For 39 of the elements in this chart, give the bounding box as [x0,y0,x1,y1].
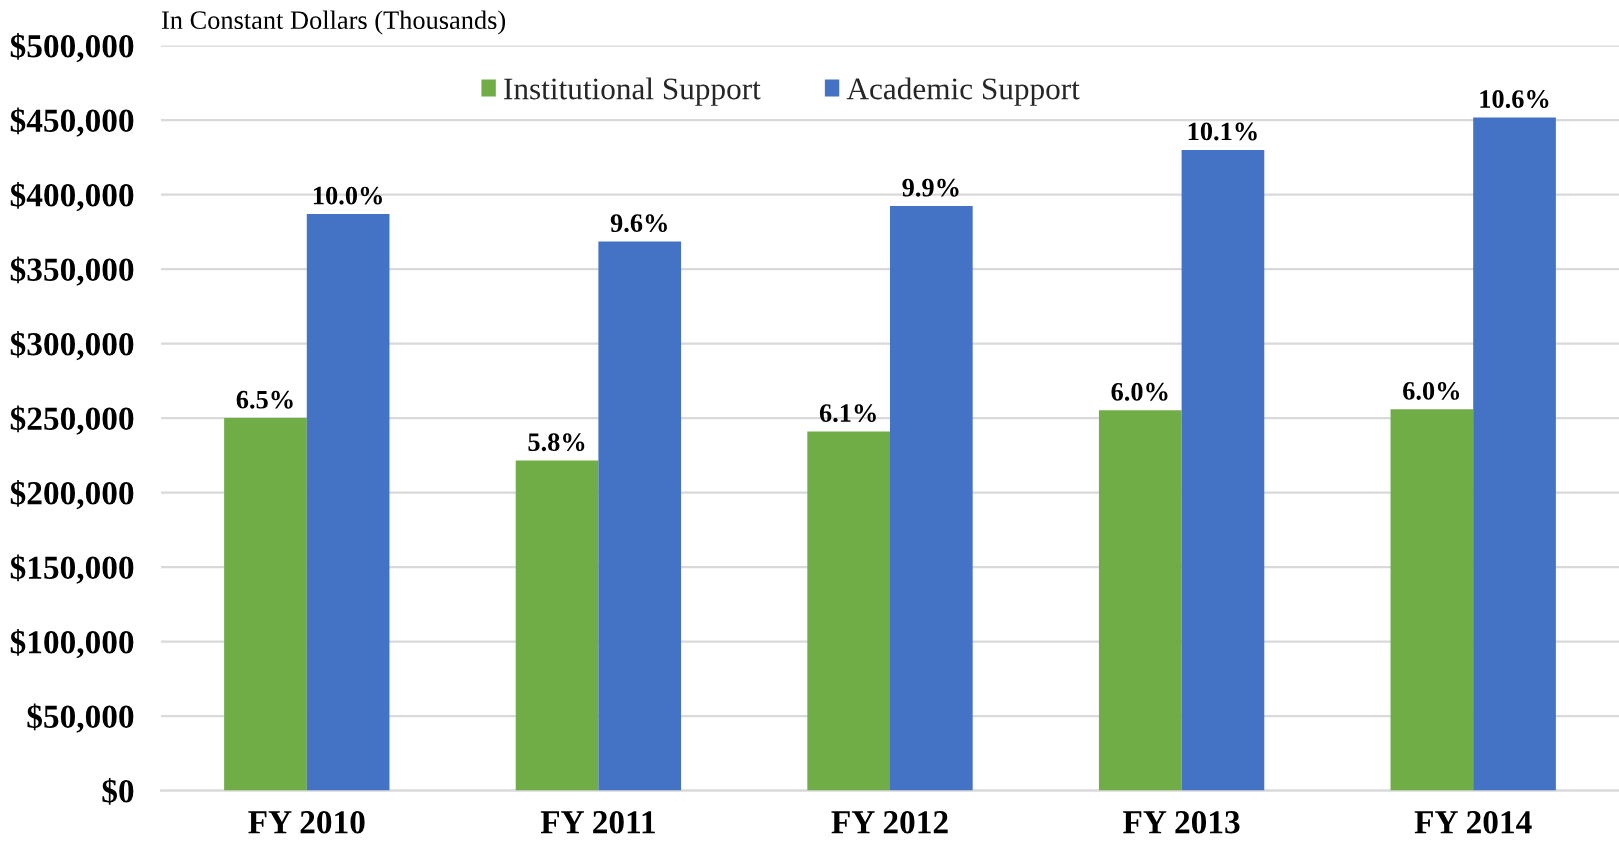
annotation: 10.1% [1188,122,1257,141]
bar [515,460,599,791]
y-tick-label: $400,000 [10,182,134,212]
y-tick-label: $500,000 [10,33,134,63]
y-tick-label: $0 [102,778,134,805]
bar [890,206,973,791]
annotation: 10.6% [1480,90,1549,109]
y-tick-label: $100,000 [10,629,134,659]
annotation: 6.0% [1111,382,1168,401]
y-tick-label: $350,000 [10,256,134,286]
annotation: 5.8% [528,433,585,452]
bar [306,213,390,791]
annotation: 9.6% [610,214,667,233]
bar [224,418,307,791]
legend-label: Institutional Support [504,77,761,106]
x-tick-label: FY 2011 [540,811,655,834]
x-tick-label: FY 2013 [1123,811,1240,834]
x-tick-label: FY 2010 [248,811,365,834]
legend-label: Academic Support [846,77,1080,106]
x-tick-label: FY 2012 [831,811,948,834]
bar [598,241,682,791]
bar [1473,117,1556,791]
bar [1390,409,1474,791]
annotation: 6.0% [1403,381,1460,400]
y-tick-label: $150,000 [10,554,134,584]
y-tick-label: $450,000 [10,107,134,137]
annotation: 10.0% [313,186,382,205]
bar [807,431,890,791]
y-tick-label: $250,000 [10,405,134,435]
y-tick-label: $300,000 [10,331,134,361]
annotation: 6.5% [236,390,293,409]
annotation: 6.1% [819,404,876,423]
y-tick-label: $50,000 [27,703,134,733]
y-axis-title: In Constant Dollars (Thousands) [161,10,506,35]
bar [1181,149,1265,791]
x-tick-label: FY 2014 [1414,811,1532,834]
y-tick-label: $200,000 [10,480,134,510]
annotation: 9.9% [902,178,959,197]
bar [1098,410,1182,791]
